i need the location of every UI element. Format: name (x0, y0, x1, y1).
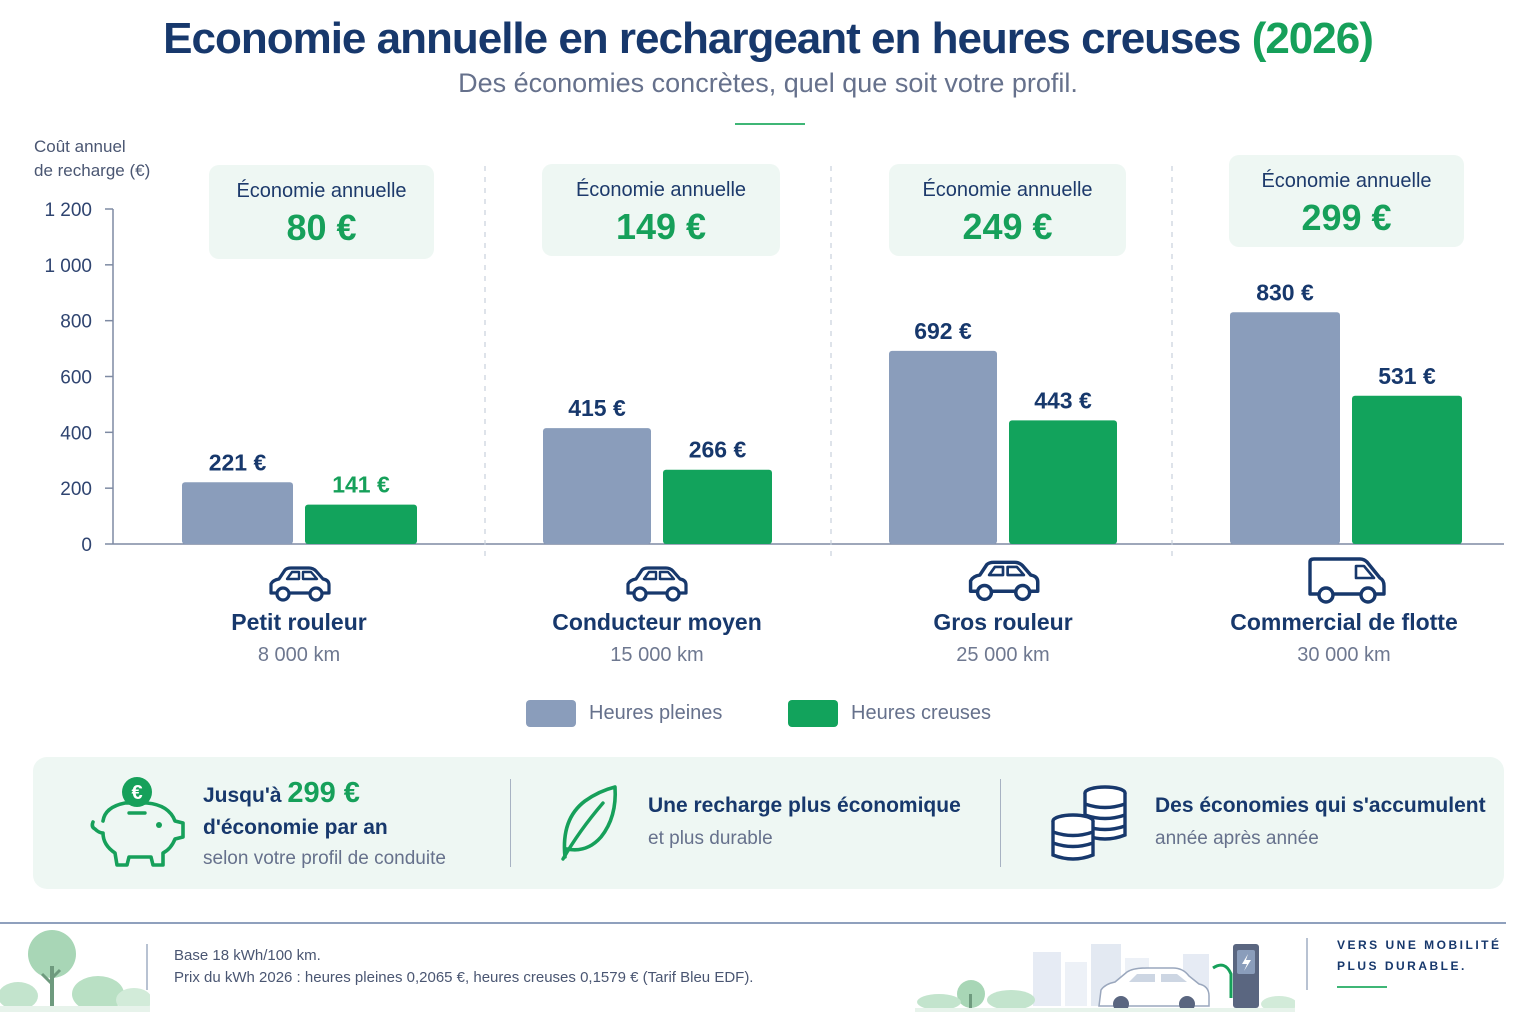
saving-box-conducteur-moyen: Économie annuelle 149 € (542, 164, 780, 256)
legend-peak: Heures pleines (526, 699, 722, 727)
y-tick-label: 200 (60, 479, 92, 500)
bar-peak (1230, 312, 1340, 544)
car-icon (626, 566, 688, 602)
footnote-1: Base 18 kWh/100 km. (174, 947, 321, 964)
highlight-1-value: 299 € (287, 777, 360, 809)
tagline-1: VERS UNE MOBILITÉ (1337, 938, 1502, 952)
y-tick-label: 400 (60, 423, 92, 444)
tagline-bar (1306, 938, 1308, 990)
y-tick-label: 1 000 (44, 256, 92, 277)
footnote-2: Prix du kWh 2026 : heures pleines 0,2065… (174, 969, 754, 986)
bar-value-label-offpeak: 443 € (1034, 387, 1092, 413)
bar-value-label-peak: 415 € (568, 395, 626, 421)
bar-peak (182, 482, 293, 544)
highlight-3-sub: année après année (1155, 828, 1319, 849)
legend-label-peak: Heures pleines (589, 701, 723, 724)
saving-label: Économie annuelle (236, 180, 407, 202)
highlight-3-title: Des économies qui s'accumulent (1155, 794, 1486, 817)
bar-value-label-offpeak: 531 € (1378, 363, 1436, 389)
title-text: Economie annuelle en rechargeant en heur… (163, 14, 1241, 63)
group-distance: 30 000 km (1297, 644, 1391, 666)
legend-offpeak: Heures creuses (788, 699, 991, 727)
legend-swatch-peak (526, 699, 576, 727)
y-axis-label-line1: Coût annuel (34, 137, 126, 156)
group-label-petit-rouleur: Petit rouleur 8 000 km (139, 609, 459, 667)
highlight-3: Des économies qui s'accumulent année apr… (1155, 794, 1486, 850)
y-tick-label: 0 (81, 535, 92, 556)
panel-separator (1000, 779, 1001, 867)
bar-offpeak (1352, 395, 1462, 544)
saving-value: 249 € (962, 206, 1053, 247)
coin-stack-icon (1051, 785, 1127, 861)
bar-chart: Coût annuel de recharge (€) 0 200 400 600 80… (34, 137, 1504, 560)
bar-value-label-offpeak: 141 € (332, 472, 390, 498)
saving-label: Économie annuelle (575, 179, 747, 201)
group-label-conducteur-moyen: Conducteur moyen 15 000 km (497, 609, 817, 667)
y-tick-label: 600 (60, 368, 92, 389)
saving-box-commercial-flotte: Économie annuelle 299 € (1229, 155, 1464, 247)
legend-label-offpeak: Heures creuses (851, 701, 992, 724)
notes-bar (146, 944, 148, 990)
saving-box-gros-rouleur: Économie annuelle 249 € (889, 164, 1126, 256)
saving-box-petit-rouleur: Économie annuelle 80 € (209, 165, 434, 259)
car-icon (269, 566, 331, 602)
highlight-1: Jusqu'à 299 € d'économie par an selon vo… (203, 777, 446, 870)
group-label-commercial-flotte: Commercial de flotte 30 000 km (1184, 609, 1504, 667)
van-icon (1308, 557, 1386, 604)
ev-charging-illustration (915, 944, 1295, 1012)
car-icon (968, 560, 1040, 602)
bar-offpeak (305, 504, 417, 544)
highlight-1-title: Jusqu'à 299 € (203, 777, 446, 810)
y-tick-label: 800 (60, 312, 92, 333)
highlight-2-title: Une recharge plus économique (648, 794, 961, 817)
highlight-2: Une recharge plus économique et plus dur… (648, 794, 961, 850)
page-subtitle: Des économies concrètes, quel que soit v… (458, 68, 1078, 98)
leaf-icon (561, 785, 618, 861)
bar-peak (889, 350, 997, 544)
footer-divider (0, 922, 1506, 924)
panel-separator (510, 779, 511, 867)
y-axis-label-line2: de recharge (€) (34, 161, 150, 180)
saving-value: 149 € (615, 206, 707, 247)
bar-layer: 221 € 415 € 692 € 830 € 141 € 266 € 443 € 531 € (182, 279, 1462, 544)
title-divider (735, 123, 805, 125)
highlights-panel: € Jusqu'à 299 € d'économie par an selon … (33, 757, 1504, 889)
saving-value: 299 € (1301, 197, 1392, 238)
group-distance: 25 000 km (956, 644, 1050, 666)
bar-offpeak (663, 469, 772, 544)
group-name: Gros rouleur (933, 609, 1073, 635)
group-name: Conducteur moyen (552, 609, 762, 635)
page-title: Economie annuelle en rechargeant en heur… (0, 14, 1536, 64)
bar-value-label-peak: 692 € (914, 318, 972, 344)
saving-label: Économie annuelle (1261, 170, 1432, 192)
y-tick-label: 1 200 (44, 200, 92, 221)
saving-label: Économie annuelle (922, 179, 1093, 201)
legend-swatch-offpeak (788, 699, 838, 727)
group-distance: 15 000 km (610, 644, 704, 666)
saving-value: 80 € (286, 207, 357, 248)
group-label-gros-rouleur: Gros rouleur 25 000 km (843, 609, 1163, 667)
svg-text:€: € (131, 782, 142, 804)
highlight-1-rest: d'économie par an (203, 816, 388, 839)
tagline-underline (1337, 986, 1387, 988)
bar-value-label-peak: 830 € (1256, 279, 1314, 305)
group-name: Petit rouleur (231, 609, 367, 635)
bar-offpeak (1009, 420, 1117, 544)
tagline-2: PLUS DURABLE. (1337, 959, 1467, 973)
bar-peak (543, 428, 651, 544)
highlight-2-sub: et plus durable (648, 828, 773, 849)
bar-value-label-offpeak: 266 € (689, 437, 747, 463)
group-name: Commercial de flotte (1230, 609, 1458, 635)
piggy-bank-euro-icon: € (90, 777, 185, 867)
bar-value-label-peak: 221 € (209, 449, 267, 475)
highlight-1-sub: selon votre profil de conduite (203, 848, 446, 869)
trees-illustration (0, 930, 150, 1012)
group-distance: 8 000 km (257, 644, 341, 666)
title-year: (2026) (1251, 14, 1374, 63)
highlight-1-prefix: Jusqu'à (203, 784, 282, 807)
